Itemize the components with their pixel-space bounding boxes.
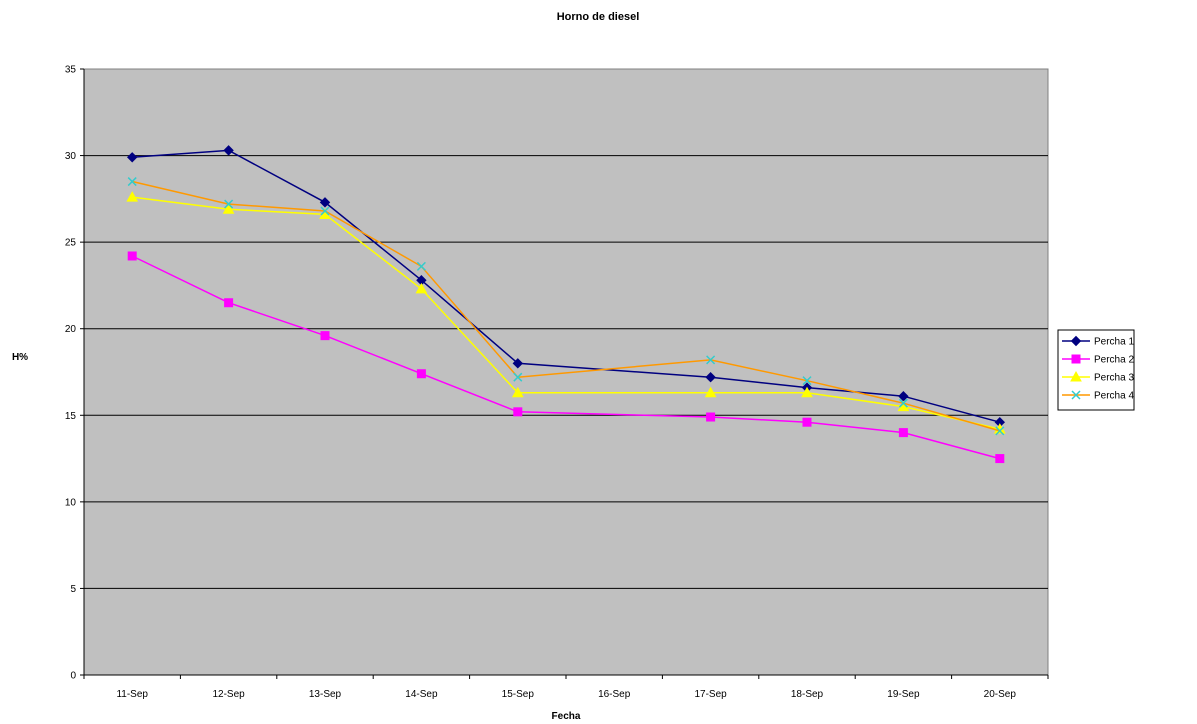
y-tick-label: 5: [70, 584, 76, 595]
data-point: [320, 206, 330, 216]
data-point: [706, 355, 716, 365]
y-tick-label: 30: [65, 151, 77, 162]
gridlines: [84, 155, 1048, 589]
x-tick-label: 19-Sep: [887, 689, 920, 700]
data-point: [416, 261, 426, 271]
x-tick-label: 13-Sep: [309, 689, 342, 700]
data-point: [222, 203, 235, 214]
y-tick-label: 0: [70, 671, 76, 682]
data-point: [802, 376, 812, 386]
data-point: [224, 298, 234, 308]
data-point: [319, 197, 331, 208]
data-point: [223, 145, 234, 156]
y-tick-label: 20: [65, 324, 77, 335]
legend-box: [1057, 329, 1135, 411]
data-point: [995, 426, 1005, 436]
y-tick-label: 10: [65, 497, 77, 508]
x-tick-label: 15-Sep: [502, 689, 535, 700]
x-tick-label: 16-Sep: [598, 689, 631, 700]
data-point: [898, 428, 908, 438]
x-tick-label: 14-Sep: [405, 689, 438, 700]
legend-label: Percha 3: [1094, 373, 1134, 384]
legend-marker: [1071, 390, 1081, 400]
series-2: [127, 251, 1005, 464]
data-point: [415, 282, 428, 294]
y-tick-label: 15: [65, 411, 77, 422]
data-point: [704, 386, 717, 398]
tick-labels: 0 5 10 15 20 25 30 35 11-Sep 12-Sep 13-Sep 14-Sep 15…: [65, 65, 1016, 701]
series-3: [126, 191, 1006, 434]
x-tick-label: 12-Sep: [212, 689, 245, 700]
data-point: [127, 177, 137, 187]
data-point: [126, 191, 139, 202]
chart-title: Horno de diesel: [557, 11, 640, 23]
y-tick-label: 25: [65, 238, 77, 249]
data-point: [511, 386, 524, 398]
data-point: [801, 386, 813, 398]
data-point: [512, 358, 524, 369]
series-1: [126, 145, 1006, 428]
legend-marker: [1070, 335, 1082, 347]
legend: Percha 1 Percha 2 Percha 3 Percha 4: [1057, 329, 1135, 411]
data-point: [320, 331, 330, 341]
y-tick-label: 35: [65, 65, 77, 76]
x-tick-label: 18-Sep: [791, 689, 824, 700]
x-tick-label: 11-Sep: [116, 689, 148, 700]
series-4: [127, 177, 1005, 436]
data-point: [513, 372, 523, 382]
legend-marker: [1071, 354, 1081, 364]
data-point: [127, 251, 137, 261]
data-point: [705, 371, 716, 383]
x-axis-label: Fecha: [552, 711, 581, 722]
x-tick-label: 20-Sep: [984, 689, 1017, 700]
data-point: [995, 454, 1005, 464]
legend-label: Percha 2: [1094, 355, 1134, 366]
legend-label: Percha 1: [1094, 337, 1134, 348]
data-point: [802, 417, 812, 427]
legend-label: Percha 4: [1094, 391, 1134, 402]
y-axis-label: H%: [12, 352, 28, 363]
axes: [80, 68, 1049, 679]
data-point: [513, 407, 523, 417]
data-point: [706, 412, 716, 422]
legend-marker: [1070, 370, 1082, 382]
data-point: [224, 199, 234, 209]
data-point: [416, 369, 426, 379]
data-point: [126, 152, 138, 163]
series-group: [126, 145, 1006, 464]
data-point: [898, 398, 908, 408]
plot-area: [83, 68, 1049, 676]
x-tick-label: 17-Sep: [694, 689, 727, 700]
